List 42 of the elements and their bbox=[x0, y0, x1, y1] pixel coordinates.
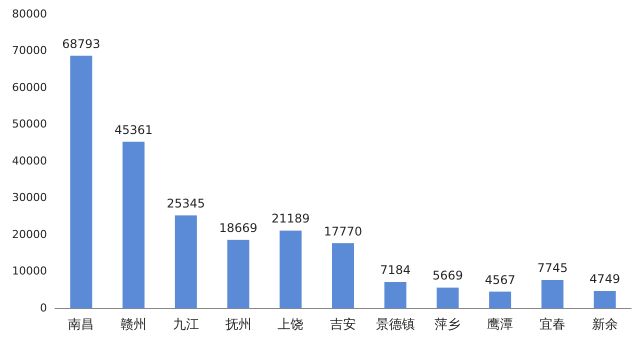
data-label: 4749 bbox=[590, 272, 620, 286]
bar bbox=[384, 282, 406, 308]
x-tick-label: 鹰潭 bbox=[487, 318, 514, 333]
x-tick-label: 新余 bbox=[592, 318, 618, 333]
data-label: 4567 bbox=[484, 272, 516, 287]
x-tick-label: 萍乡 bbox=[434, 318, 461, 333]
bar bbox=[489, 292, 512, 308]
data-label: 17770 bbox=[324, 224, 362, 238]
bar bbox=[174, 215, 197, 308]
x-tick-label: 宜春 bbox=[539, 316, 566, 333]
y-tick-label: 0 bbox=[40, 301, 47, 314]
x-tick-label: 上饶 bbox=[278, 318, 304, 333]
bar bbox=[122, 142, 145, 308]
y-tick-label: 70000 bbox=[12, 44, 47, 58]
data-label: 5669 bbox=[432, 268, 463, 283]
x-tick-label: 赣州 bbox=[120, 318, 147, 333]
y-tick-label: 80000 bbox=[12, 7, 47, 20]
data-label: 18669 bbox=[219, 220, 258, 235]
x-tick-label: 吉安 bbox=[330, 316, 356, 333]
y-tick-label: 30000 bbox=[12, 191, 47, 204]
bar bbox=[280, 230, 302, 308]
data-label: 7745 bbox=[537, 261, 568, 276]
y-tick-label: 60000 bbox=[12, 80, 47, 94]
y-tick-label: 40000 bbox=[12, 154, 47, 168]
bar bbox=[70, 56, 92, 308]
data-label: 45361 bbox=[114, 122, 153, 137]
data-label: 25345 bbox=[166, 196, 205, 210]
bar bbox=[436, 288, 459, 308]
y-tick-label: 10000 bbox=[12, 264, 47, 278]
y-tick-label: 50000 bbox=[12, 118, 47, 131]
bar bbox=[227, 240, 250, 308]
x-tick-label: 南昌 bbox=[68, 318, 94, 333]
x-tick-label: 景德镇 bbox=[376, 318, 415, 333]
bar bbox=[332, 243, 354, 308]
x-tick-label: 抚州 bbox=[224, 318, 252, 333]
bar bbox=[541, 280, 564, 308]
bar bbox=[594, 290, 616, 308]
y-tick-label: 20000 bbox=[12, 228, 47, 241]
data-label: 21189 bbox=[272, 212, 310, 226]
x-tick-label: 九江 bbox=[172, 318, 199, 333]
data-label: 7184 bbox=[380, 263, 411, 278]
data-label: 68793 bbox=[62, 36, 100, 51]
